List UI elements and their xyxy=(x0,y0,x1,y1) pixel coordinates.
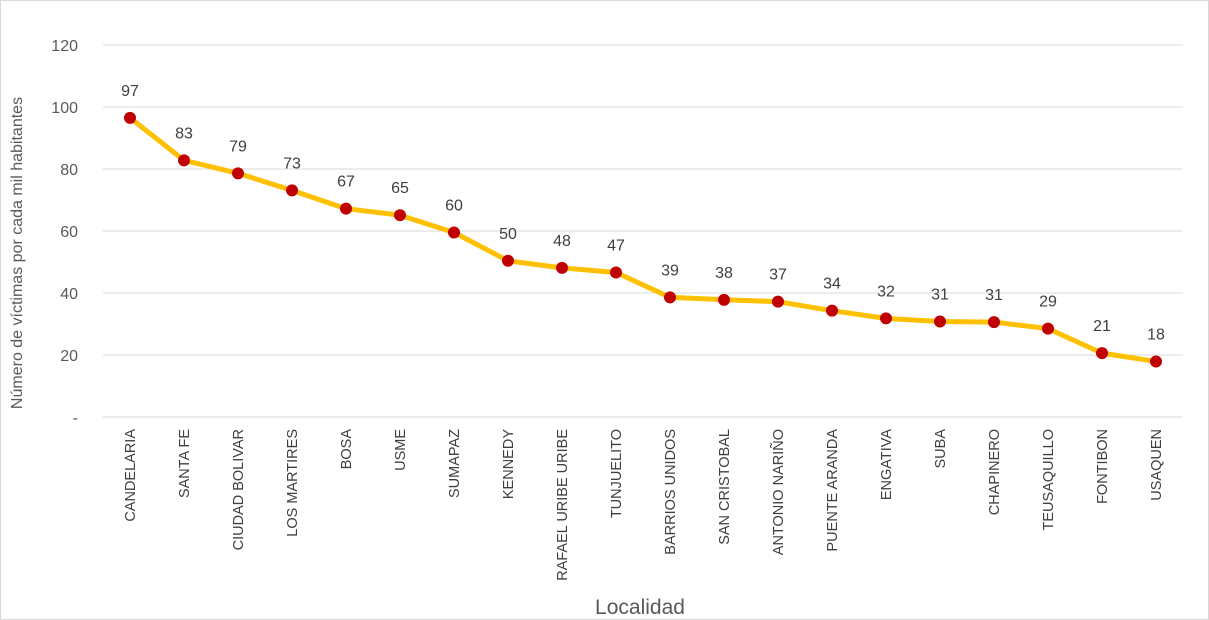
data-label: 50 xyxy=(499,226,517,243)
data-label: 60 xyxy=(445,198,463,215)
data-label: 32 xyxy=(877,283,895,300)
series-line-group xyxy=(127,115,1159,364)
x-axis-categories: CANDELARIA SANTA FE CIUDAD BOLIVAR LOS MART… xyxy=(123,429,1165,581)
data-label: 47 xyxy=(607,238,625,255)
data-label: 29 xyxy=(1039,294,1057,311)
x-category-label: SUMAPAZ xyxy=(447,429,463,498)
data-point xyxy=(880,312,892,325)
data-label: 38 xyxy=(715,265,733,282)
data-point xyxy=(1042,322,1054,335)
x-category-label: ANTONIO NARIÑO xyxy=(770,429,787,555)
data-label: 34 xyxy=(823,276,841,293)
x-category-label: USAQUEN xyxy=(1149,429,1165,501)
data-markers xyxy=(124,111,1162,368)
series-line xyxy=(127,115,1159,364)
data-label: 83 xyxy=(175,125,193,142)
data-point xyxy=(610,266,622,279)
data-label: 79 xyxy=(229,138,247,155)
x-category-label: BOSA xyxy=(339,429,355,470)
data-label: 18 xyxy=(1147,327,1165,344)
data-label: 73 xyxy=(283,155,301,172)
y-axis-ticks: - 20 40 60 80 100 120 xyxy=(51,38,78,427)
data-label: 39 xyxy=(661,262,679,279)
y-tick-label: 80 xyxy=(60,162,78,179)
data-point xyxy=(934,315,946,328)
data-point xyxy=(772,295,784,308)
x-category-label: SANTA FE xyxy=(177,429,193,498)
data-labels: 97 83 79 73 67 65 60 50 48 47 39 38 37 34 32 31 31 29 21 18 xyxy=(121,83,1165,344)
x-category-label: SAN CRISTOBAL xyxy=(717,429,733,545)
data-label: 97 xyxy=(121,83,139,100)
y-tick-label: 20 xyxy=(60,348,78,365)
data-point xyxy=(826,304,838,317)
data-point xyxy=(1150,355,1162,368)
data-label: 37 xyxy=(769,267,787,284)
data-label: 65 xyxy=(391,180,409,197)
x-category-label: ENGATIVA xyxy=(879,429,895,500)
x-category-label: KENNEDY xyxy=(501,429,517,499)
data-point xyxy=(718,293,730,306)
data-label: 31 xyxy=(931,287,949,304)
data-point xyxy=(394,209,406,222)
x-category-label: LOS MARTIRES xyxy=(285,429,301,537)
x-category-label: CHAPINERO xyxy=(987,429,1003,515)
x-category-label: FONTIBON xyxy=(1095,429,1111,504)
data-point xyxy=(502,254,514,267)
x-category-label: SUBA xyxy=(933,429,949,469)
data-label: 21 xyxy=(1093,318,1111,335)
data-label: 67 xyxy=(337,174,355,191)
x-category-label: USME xyxy=(393,429,409,471)
x-axis-title: Localidad xyxy=(595,596,685,619)
data-label: 48 xyxy=(553,233,571,250)
y-tick-label: 100 xyxy=(51,100,78,117)
y-tick-label: 120 xyxy=(51,38,78,55)
data-point xyxy=(664,291,676,304)
x-category-label: RAFAEL URIBE URIBE xyxy=(555,429,571,581)
x-category-label: PUENTE ARANDA xyxy=(825,429,841,552)
y-tick-label: 60 xyxy=(60,224,78,241)
data-point xyxy=(340,202,352,215)
x-category-label: TUNJUELITO xyxy=(609,429,625,518)
data-point xyxy=(178,154,190,167)
data-point xyxy=(1096,347,1108,360)
data-point xyxy=(286,184,298,197)
x-category-label: BARRIOS UNIDOS xyxy=(663,429,679,555)
data-label: 31 xyxy=(985,287,1003,304)
data-point xyxy=(232,167,244,180)
x-category-label: CANDELARIA xyxy=(123,429,139,522)
y-tick-label: 40 xyxy=(60,286,78,303)
y-axis-title: Número de víctimas por cada mil habitant… xyxy=(9,97,26,409)
data-point xyxy=(988,316,1000,329)
data-point xyxy=(124,111,136,124)
x-category-label: CIUDAD BOLIVAR xyxy=(231,429,247,550)
gridlines xyxy=(103,44,1183,356)
data-point xyxy=(556,261,568,274)
data-point xyxy=(448,226,460,239)
x-category-label: TEUSAQUILLO xyxy=(1041,429,1057,531)
y-tick-label: - xyxy=(73,410,78,427)
